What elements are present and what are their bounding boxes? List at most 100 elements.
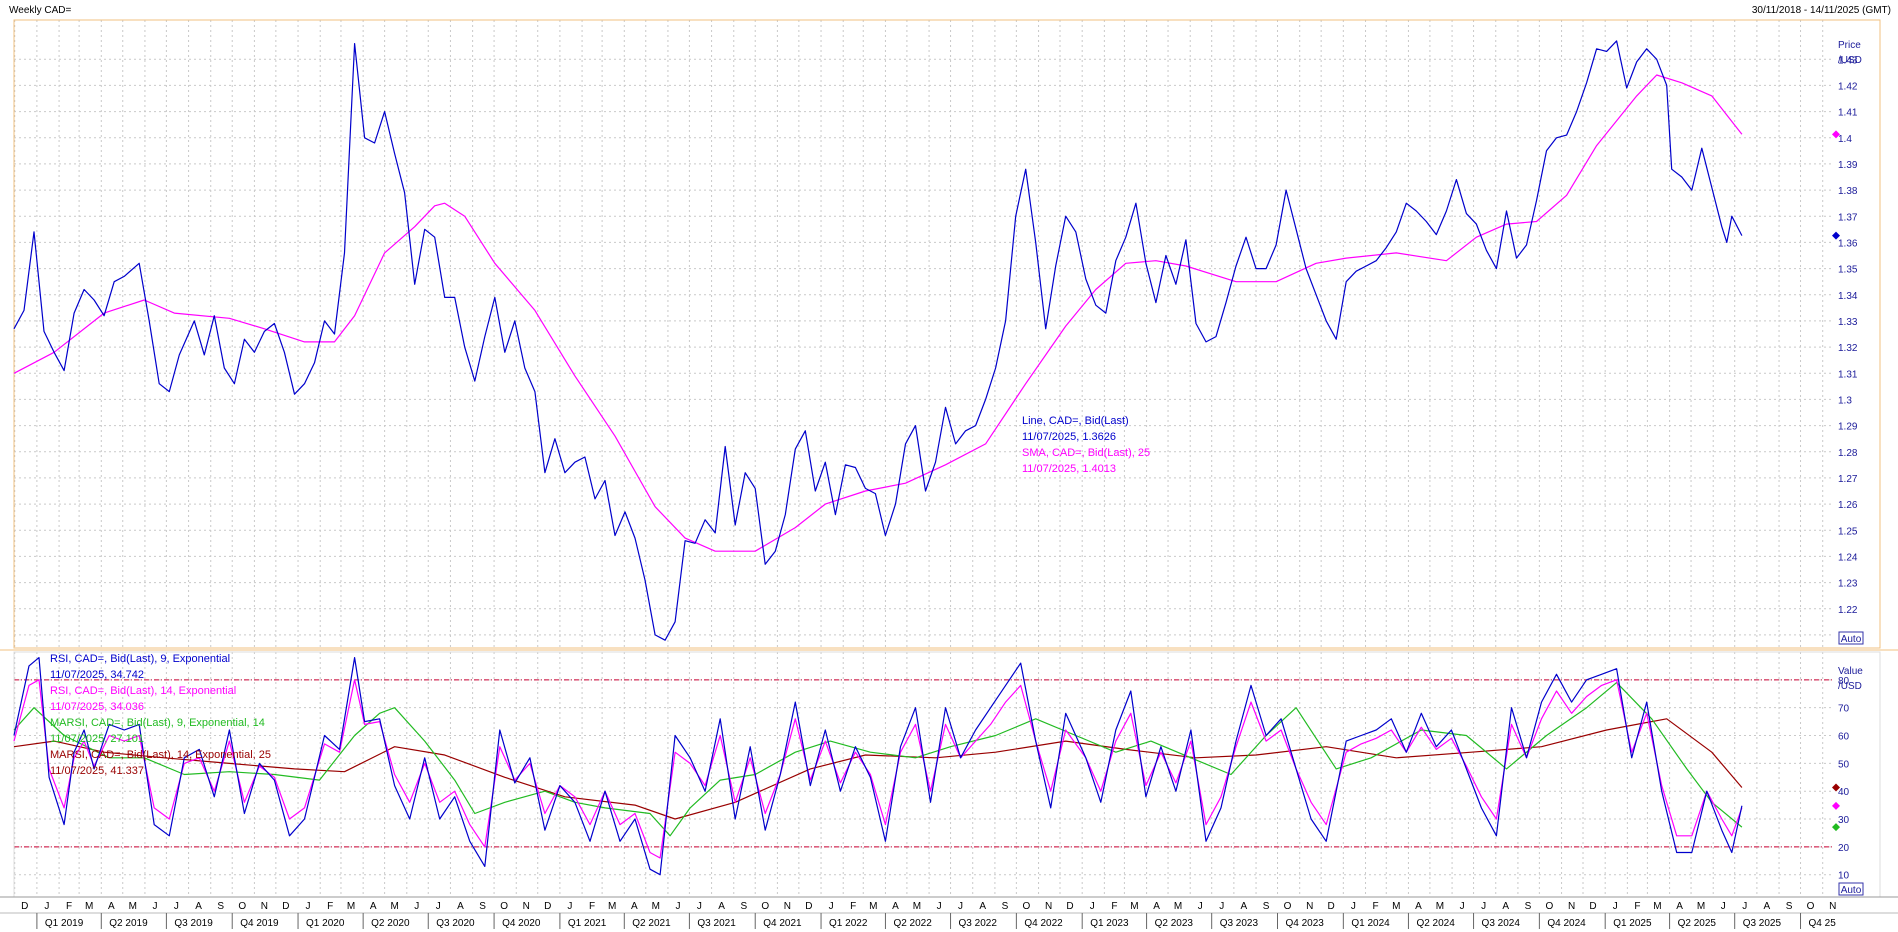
month-tick-label: J (1721, 901, 1726, 912)
price-tick-label: 1.25 (1838, 526, 1858, 537)
quarter-tick-label: Q3 2021 (697, 918, 736, 929)
price-line (13, 40, 1743, 641)
month-tick-label: A (718, 901, 725, 912)
month-tick-label: S (1525, 901, 1532, 912)
auto-scale-box (1838, 631, 1864, 645)
price-end-marker (1832, 130, 1840, 139)
month-tick-label: O (238, 901, 246, 912)
legend-layer: Line, CAD=, Bid(Last) 11/07/2025, 1.3626 S… (50, 415, 1150, 777)
month-tick-label: M (652, 901, 660, 912)
month-tick-label: A (457, 901, 464, 912)
month-tick-label: J (306, 901, 311, 912)
month-tick-label: J (436, 901, 441, 912)
month-tick-label: M (129, 901, 137, 912)
rsi-legend-text: MARSI, CAD=, Bid(Last), 14, Exponential,… (50, 749, 271, 761)
month-tick-label: S (479, 901, 486, 912)
month-tick-label: D (805, 901, 812, 912)
price-tick-label: 1.35 (1838, 265, 1858, 276)
quarter-tick-label: Q3 2024 (1482, 918, 1521, 929)
panel-frames (0, 19, 1898, 929)
month-tick-label: D (1066, 901, 1073, 912)
price-tick-label: 1.22 (1838, 605, 1858, 616)
rsi-tick-label: 70 (1838, 704, 1850, 715)
rsi-tick-label: 80 (1838, 676, 1850, 687)
price-tick-label: 1.36 (1838, 238, 1858, 249)
month-tick-label: J (44, 901, 49, 912)
price-tick-label: 1.33 (1838, 317, 1858, 328)
month-tick-label: S (740, 901, 747, 912)
month-tick-label: F (1634, 901, 1640, 912)
quarter-tick-label: Q2 2022 (893, 918, 932, 929)
month-tick-label: J (675, 901, 680, 912)
month-tick-label: N (1829, 901, 1836, 912)
month-tick-label: N (1045, 901, 1052, 912)
month-tick-label: N (1306, 901, 1313, 912)
quarter-tick-label: Q1 2020 (306, 918, 345, 929)
rsi-tick-label: 30 (1838, 815, 1850, 826)
rsi-end-marker (1832, 823, 1840, 832)
rsi-tick-label: 10 (1838, 871, 1850, 882)
month-tick-label: M (608, 901, 616, 912)
month-tick-label: D (1328, 901, 1335, 912)
rsi-legend-text: 11/07/2025, 27.101 (50, 733, 144, 745)
quarter-tick-label: Q1 2023 (1090, 918, 1129, 929)
quarter-tick-label: Q2 2024 (1416, 918, 1455, 929)
price-tick-label: 1.38 (1838, 186, 1858, 197)
quarter-tick-label: Q4 2024 (1547, 918, 1586, 929)
month-tick-label: M (1392, 901, 1400, 912)
month-tick-label: J (697, 901, 702, 912)
month-tick-label: A (108, 901, 115, 912)
month-tick-label: A (1415, 901, 1422, 912)
price-tick-label: 1.3 (1838, 395, 1852, 406)
month-tick-label: J (1481, 901, 1486, 912)
month-tick-label: A (1502, 901, 1509, 912)
price-tick-label: 1.32 (1838, 343, 1858, 354)
marsi-14-line (13, 718, 1743, 820)
quarter-tick-label: Q3 2020 (436, 918, 475, 929)
value-axis-unit: /USD (1838, 681, 1862, 692)
month-tick-label: M (1653, 901, 1661, 912)
quarter-tick-label: Q4 2023 (1286, 918, 1325, 929)
marsi-9-line (13, 682, 1743, 837)
series-layer (13, 40, 1840, 876)
month-tick-label: J (1090, 901, 1095, 912)
month-tick-label: A (1764, 901, 1771, 912)
quarter-tick-label: Q4 2021 (763, 918, 802, 929)
month-tick-label: J (1613, 901, 1618, 912)
rsi-legend-text: 11/07/2025, 41.337 (50, 765, 144, 777)
month-tick-label: O (1546, 901, 1554, 912)
month-tick-label: M (1174, 901, 1182, 912)
price-tick-label: 1.24 (1838, 552, 1858, 563)
month-tick-label: S (1263, 901, 1270, 912)
quarter-tick-label: Q1 2021 (568, 918, 607, 929)
rsi-legend-text: MARSI, CAD=, Bid(Last), 9, Exponential, … (50, 717, 265, 729)
month-tick-label: D (282, 901, 289, 912)
month-tick-label: A (892, 901, 899, 912)
price-tick-label: 1.23 (1838, 579, 1858, 590)
month-tick-label: J (152, 901, 157, 912)
month-tick-label: N (784, 901, 791, 912)
rsi-legend-text: RSI, CAD=, Bid(Last), 14, Exponential (50, 685, 236, 697)
month-tick-label: N (523, 901, 530, 912)
month-tick-label: F (589, 901, 595, 912)
label-layer: 1.211.221.231.241.251.261.271.281.291.31… (21, 40, 1864, 929)
quarter-tick-label: Q3 2025 (1743, 918, 1782, 929)
quarter-tick-label: Q4 25 (1809, 918, 1837, 929)
month-tick-label: S (1002, 901, 1009, 912)
month-tick-label: M (1130, 901, 1138, 912)
month-tick-label: J (174, 901, 179, 912)
month-tick-label: J (1460, 901, 1465, 912)
quarter-tick-label: Q1 2022 (829, 918, 868, 929)
month-tick-label: O (500, 901, 508, 912)
month-tick-label: J (1351, 901, 1356, 912)
month-tick-label: M (913, 901, 921, 912)
rsi-legend-text: 11/07/2025, 34.742 (50, 669, 144, 681)
month-tick-label: D (544, 901, 551, 912)
price-tick-label: 1.4 (1838, 134, 1852, 145)
rsi-legend-text: 11/07/2025, 34.036 (50, 701, 144, 713)
month-tick-label: D (21, 901, 28, 912)
price-legend-text: 11/07/2025, 1.4013 (1022, 463, 1116, 475)
month-tick-label: J (1198, 901, 1203, 912)
price-legend-text: 11/07/2025, 1.3626 (1022, 431, 1116, 443)
